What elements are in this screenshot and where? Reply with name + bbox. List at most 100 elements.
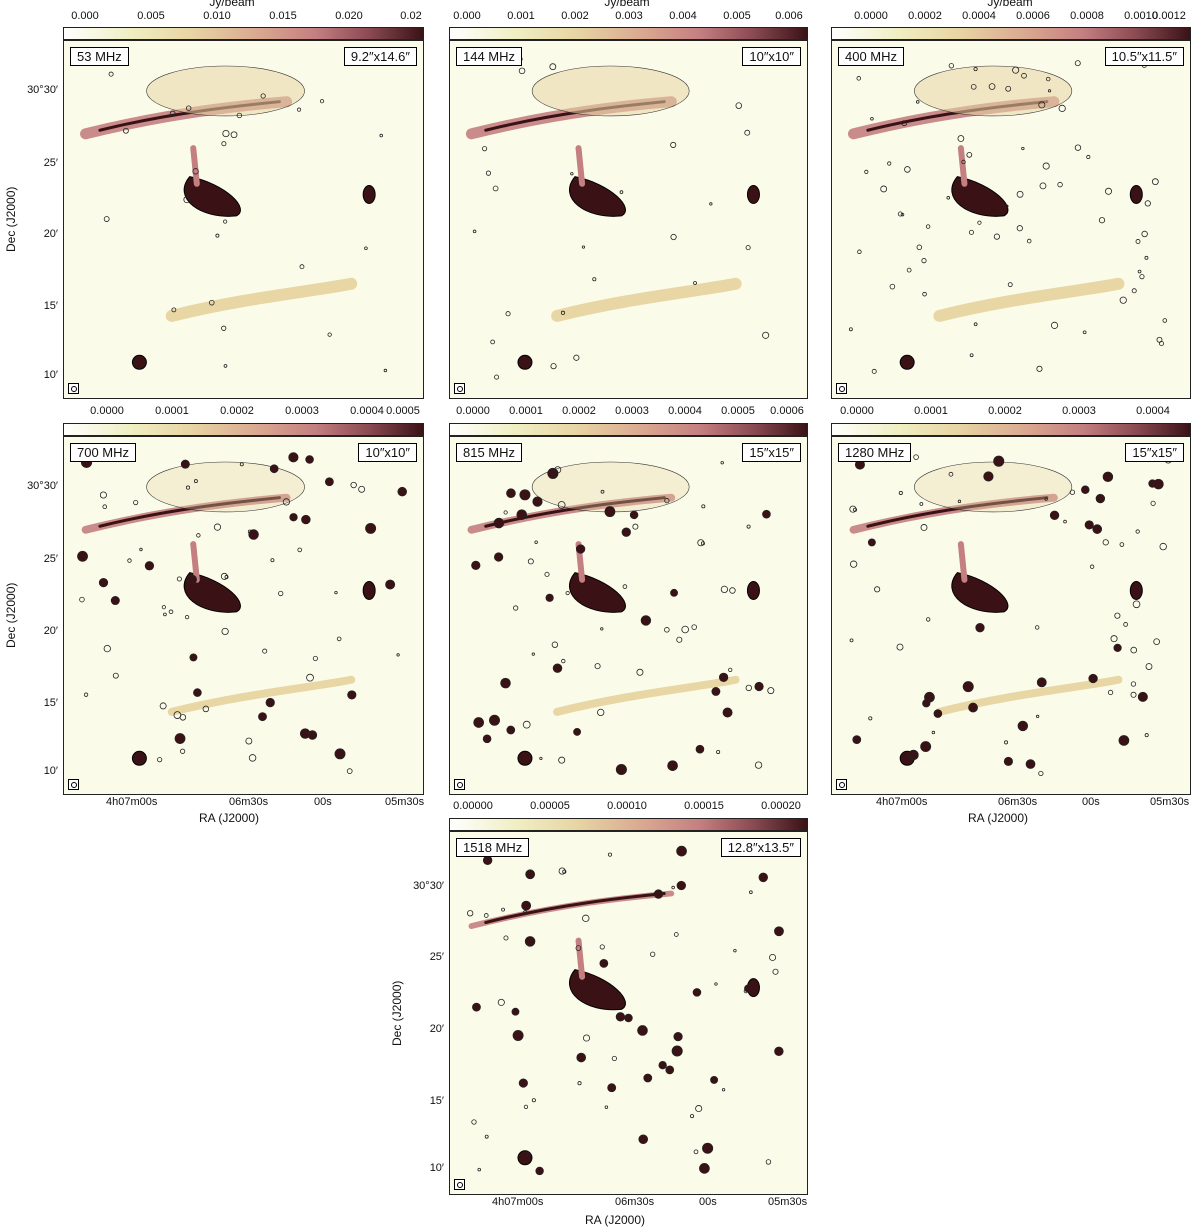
compact-source bbox=[583, 1034, 591, 1042]
compact-source bbox=[670, 141, 677, 148]
compact-source bbox=[926, 617, 931, 622]
frequency-label: 53 MHz bbox=[70, 47, 129, 66]
compact-source bbox=[720, 585, 729, 593]
right-source bbox=[1129, 581, 1143, 601]
colorbar-ticks-3: 0.0000 0.0002 0.0004 0.0006 0.0008 0.001… bbox=[831, 10, 1189, 24]
compact-source bbox=[765, 1159, 772, 1165]
colorbar-unit-1: Jy/beam bbox=[209, 0, 255, 9]
compact-source bbox=[1035, 714, 1040, 719]
compact-source bbox=[270, 558, 275, 563]
compact-source bbox=[1007, 282, 1013, 288]
compact-source bbox=[664, 498, 670, 504]
frequency-label: 815 MHz bbox=[456, 443, 523, 462]
compact-source bbox=[983, 471, 994, 482]
compact-source bbox=[327, 332, 332, 337]
compact-source bbox=[522, 720, 531, 729]
compact-source bbox=[1135, 239, 1141, 244]
cb-tick: 0.0003 bbox=[1062, 405, 1096, 417]
compact-source bbox=[576, 1052, 587, 1063]
compact-source bbox=[269, 464, 279, 474]
compact-source bbox=[312, 655, 318, 661]
map-panel-4: 700 MHz 10″x10″ bbox=[63, 436, 424, 795]
cb-tick: 0.0004 bbox=[1136, 405, 1170, 417]
compact-source bbox=[505, 311, 511, 317]
beam-ellipse-icon bbox=[68, 779, 79, 790]
compact-source bbox=[525, 869, 536, 880]
cb-tick: 0.0003 bbox=[615, 405, 649, 417]
compact-source bbox=[506, 725, 516, 735]
compact-source bbox=[1107, 689, 1114, 696]
compact-source bbox=[867, 538, 876, 547]
compact-source bbox=[1058, 104, 1066, 112]
compact-source bbox=[1016, 225, 1023, 232]
right-source bbox=[1129, 185, 1143, 205]
compact-source bbox=[671, 885, 675, 890]
beam-size-label: 15″x15″ bbox=[1125, 443, 1184, 462]
compact-source bbox=[948, 471, 954, 477]
compact-source bbox=[643, 1073, 653, 1083]
compact-source bbox=[222, 130, 230, 138]
x-axis-label-panel-6: RA (J2000) bbox=[968, 811, 1029, 825]
cb-tick: 0.0000 bbox=[840, 405, 874, 417]
compact-source bbox=[1004, 740, 1009, 745]
compact-source bbox=[624, 1013, 633, 1023]
compact-source bbox=[868, 716, 873, 721]
compact-source bbox=[103, 644, 111, 653]
compact-source bbox=[307, 730, 318, 740]
map-panel-1: 53 MHz 9.2″x14.6″ bbox=[63, 40, 424, 399]
emission-map bbox=[77, 452, 407, 775]
compact-source bbox=[1017, 720, 1029, 732]
compact-source bbox=[561, 658, 566, 664]
y-tick: 15′ bbox=[43, 697, 58, 709]
compact-source bbox=[102, 504, 108, 510]
compact-source bbox=[604, 1105, 609, 1109]
compact-source bbox=[144, 561, 155, 571]
colorbar-panel-7 bbox=[449, 818, 808, 831]
compact-source bbox=[525, 1151, 531, 1157]
compact-source bbox=[594, 663, 601, 670]
compact-source bbox=[1042, 162, 1050, 170]
compact-source bbox=[230, 131, 238, 139]
cb-tick: 0.010 bbox=[203, 10, 231, 22]
compact-source bbox=[692, 988, 702, 997]
compact-source bbox=[133, 499, 139, 506]
compact-source bbox=[915, 100, 920, 104]
compact-source bbox=[702, 1142, 714, 1154]
compact-source bbox=[1005, 85, 1012, 92]
bottom-left-source bbox=[517, 354, 533, 370]
cb-tick: 0.0001 bbox=[509, 405, 543, 417]
frequency-label: 400 MHz bbox=[838, 47, 905, 66]
x-tick: 05m30s bbox=[385, 796, 425, 808]
colorbar-unit-2: Jy/beam bbox=[604, 0, 650, 9]
compact-source bbox=[532, 496, 543, 507]
compact-source bbox=[1086, 154, 1091, 160]
central-tail bbox=[575, 145, 586, 187]
y-tick: 30°30′ bbox=[27, 84, 58, 96]
compact-source bbox=[221, 627, 229, 635]
compact-source bbox=[492, 185, 499, 192]
compact-source bbox=[693, 1149, 699, 1155]
compact-source bbox=[957, 135, 965, 142]
compact-source bbox=[296, 107, 302, 112]
compact-source bbox=[1153, 638, 1160, 645]
compact-source bbox=[857, 249, 862, 254]
compact-source bbox=[744, 984, 753, 993]
compact-source bbox=[975, 623, 985, 633]
cb-tick: 0.0003 bbox=[285, 405, 319, 417]
bottom-left-source bbox=[517, 750, 533, 766]
compact-source bbox=[1036, 365, 1043, 372]
compact-source bbox=[1162, 318, 1168, 323]
compact-source bbox=[490, 339, 495, 345]
compact-source bbox=[483, 913, 489, 918]
cb-tick: 0.0004 bbox=[962, 10, 996, 22]
compact-source bbox=[637, 1025, 648, 1036]
compact-source bbox=[728, 667, 733, 672]
colorbar-unit-3: Jy/beam bbox=[987, 0, 1033, 9]
compact-source bbox=[967, 207, 971, 211]
compact-source bbox=[721, 1088, 726, 1092]
colorbar-panel-3 bbox=[831, 27, 1191, 40]
compact-source bbox=[1156, 336, 1163, 343]
compact-source bbox=[544, 571, 550, 577]
compact-source bbox=[676, 880, 686, 891]
emission-map bbox=[80, 65, 388, 373]
